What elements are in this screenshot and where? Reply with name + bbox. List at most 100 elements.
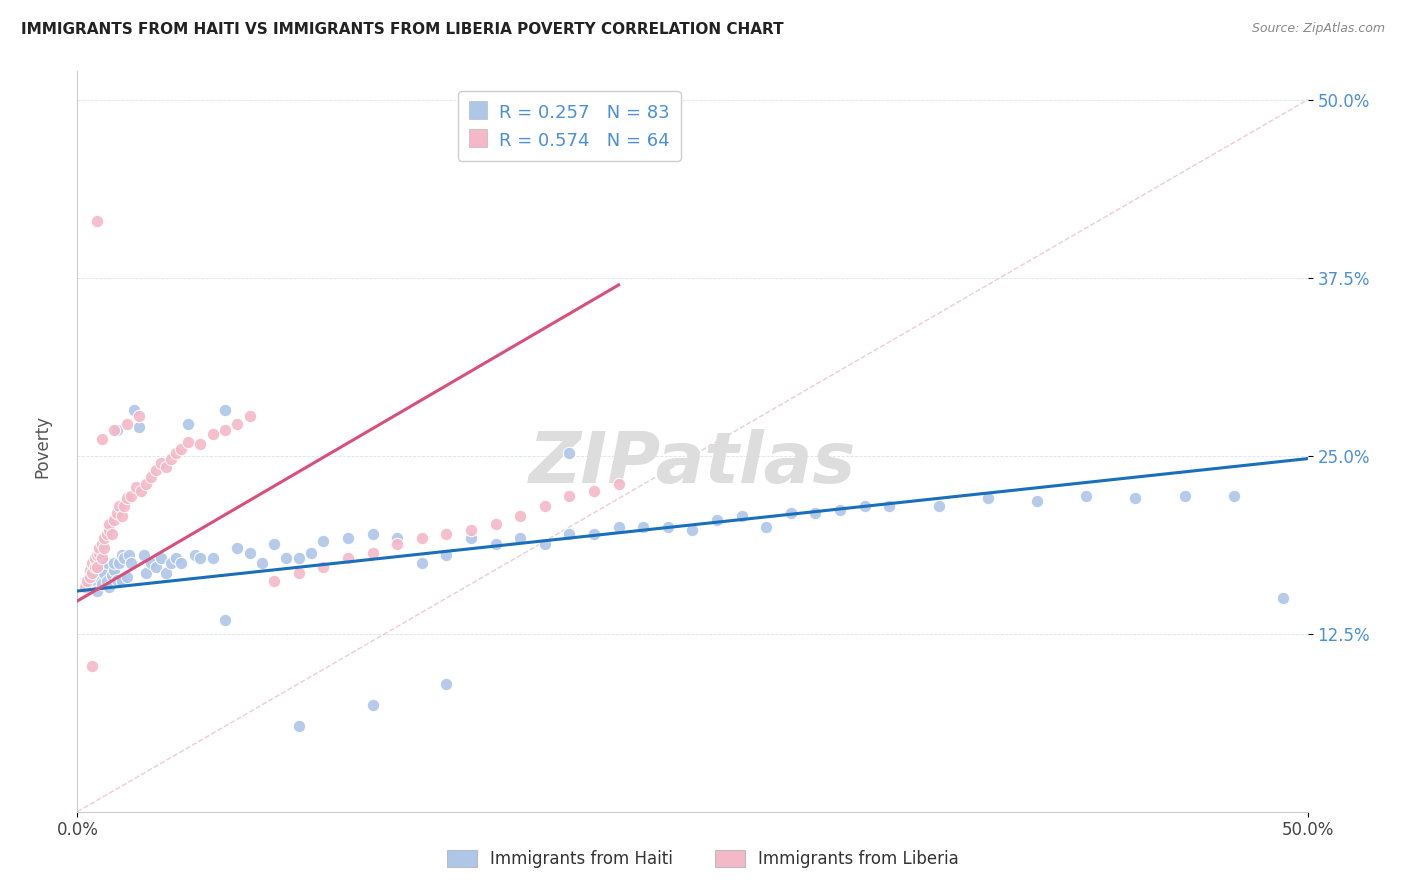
Point: [633, 520, 655, 534]
Point: [150, 551, 173, 566]
Point: [534, 537, 557, 551]
Point: [93, 532, 115, 546]
Point: [89, 541, 111, 556]
Point: [103, 556, 125, 570]
Point: [411, 556, 433, 570]
Point: [111, 508, 132, 523]
Point: [73, 580, 96, 594]
Legend: R = 0.257   N = 83, R = 0.574   N = 64: R = 0.257 N = 83, R = 0.574 N = 64: [458, 92, 681, 161]
Text: ZIPatlas: ZIPatlas: [529, 429, 856, 499]
Point: [83, 559, 105, 574]
Point: [288, 719, 311, 733]
Point: [1223, 489, 1246, 503]
Point: [125, 480, 148, 494]
Point: [214, 423, 236, 437]
Point: [86, 549, 108, 563]
Point: [1125, 491, 1147, 506]
Point: [108, 556, 131, 570]
Point: [385, 537, 409, 551]
Point: [135, 477, 157, 491]
Point: [534, 499, 557, 513]
Point: [361, 546, 384, 560]
Point: [201, 427, 224, 442]
Point: [93, 541, 115, 556]
Point: [239, 546, 262, 560]
Point: [103, 423, 125, 437]
Point: [115, 570, 138, 584]
Point: [82, 556, 104, 570]
Point: [1076, 489, 1098, 503]
Point: [558, 446, 581, 460]
Point: [121, 489, 143, 503]
Point: [128, 409, 150, 423]
Text: Source: ZipAtlas.com: Source: ZipAtlas.com: [1251, 22, 1385, 36]
Point: [682, 523, 704, 537]
Point: [90, 577, 114, 591]
Point: [361, 527, 384, 541]
Point: [853, 499, 876, 513]
Text: Poverty: Poverty: [34, 415, 51, 477]
Point: [82, 659, 104, 673]
Point: [132, 549, 155, 563]
Point: [108, 499, 131, 513]
Point: [337, 532, 360, 546]
Point: [485, 537, 508, 551]
Point: [141, 556, 163, 570]
Point: [90, 551, 114, 566]
Point: [160, 451, 183, 466]
Point: [977, 491, 1000, 506]
Point: [79, 570, 101, 584]
Point: [150, 456, 173, 470]
Point: [103, 513, 125, 527]
Point: [105, 423, 128, 437]
Point: [607, 477, 630, 491]
Point: [141, 470, 163, 484]
Point: [135, 566, 157, 580]
Point: [82, 573, 104, 587]
Point: [89, 546, 111, 560]
Point: [103, 563, 125, 577]
Point: [657, 520, 679, 534]
Point: [83, 551, 105, 566]
Point: [226, 541, 249, 556]
Point: [155, 460, 177, 475]
Point: [558, 489, 581, 503]
Point: [98, 580, 121, 594]
Point: [79, 580, 101, 594]
Point: [90, 537, 114, 551]
Point: [1174, 489, 1197, 503]
Point: [201, 551, 224, 566]
Point: [98, 517, 121, 532]
Point: [115, 491, 138, 506]
Point: [583, 484, 606, 499]
Point: [86, 559, 108, 574]
Point: [89, 570, 111, 584]
Point: [118, 549, 141, 563]
Point: [337, 551, 360, 566]
Point: [83, 563, 105, 577]
Point: [312, 559, 335, 574]
Point: [214, 613, 236, 627]
Point: [214, 403, 236, 417]
Point: [86, 214, 108, 228]
Point: [385, 532, 409, 546]
Point: [105, 506, 128, 520]
Point: [755, 520, 778, 534]
Point: [879, 499, 901, 513]
Point: [436, 549, 458, 563]
Point: [155, 566, 177, 580]
Point: [96, 556, 118, 570]
Point: [105, 573, 128, 587]
Point: [86, 584, 108, 599]
Point: [101, 527, 124, 541]
Point: [288, 551, 311, 566]
Point: [115, 417, 138, 432]
Point: [96, 527, 118, 541]
Point: [558, 527, 581, 541]
Point: [96, 574, 118, 588]
Point: [239, 409, 262, 423]
Point: [90, 432, 114, 446]
Point: [460, 532, 482, 546]
Point: [583, 527, 606, 541]
Point: [780, 506, 803, 520]
